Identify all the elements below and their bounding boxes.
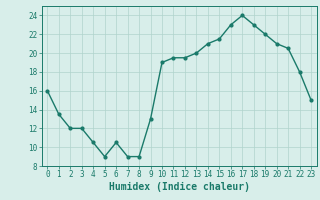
X-axis label: Humidex (Indice chaleur): Humidex (Indice chaleur)	[109, 182, 250, 192]
